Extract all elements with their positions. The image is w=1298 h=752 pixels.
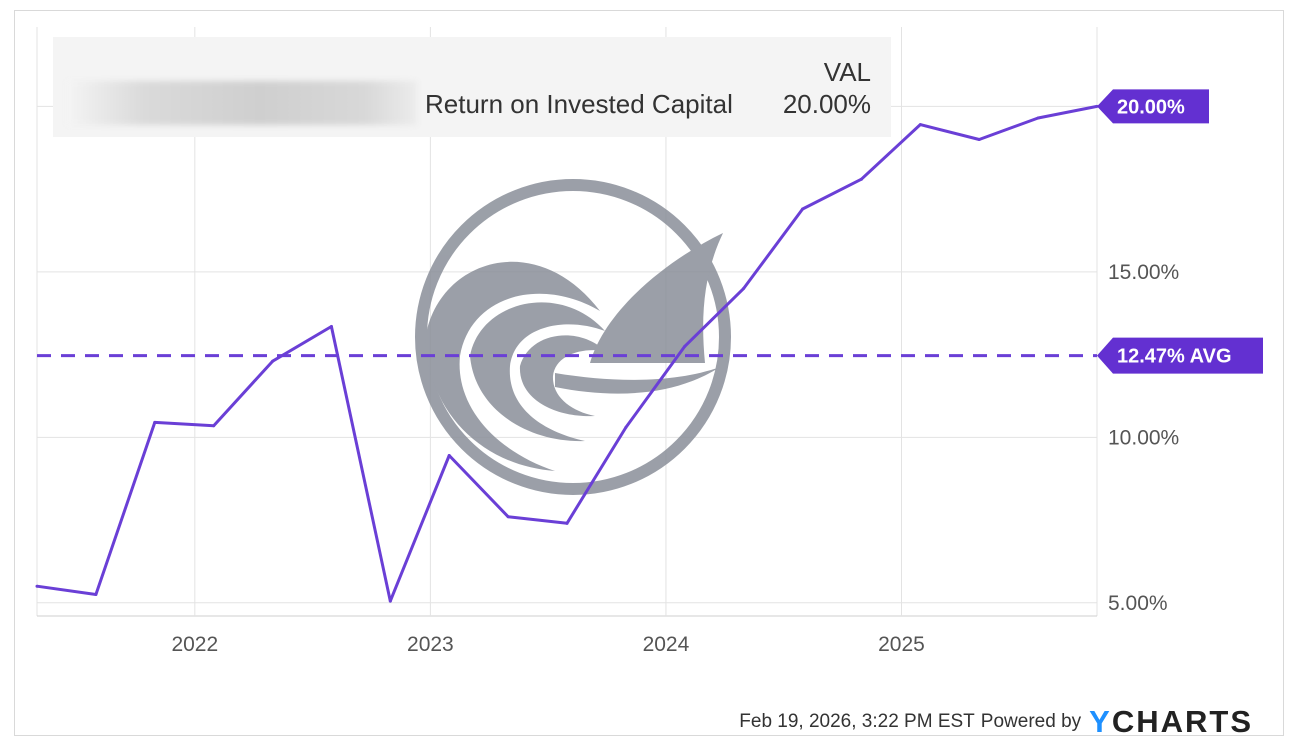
footer-timestamp: Feb 19, 2026, 3:22 PM EST	[739, 711, 975, 732]
data-point	[271, 359, 275, 363]
x-tick-label: 2022	[171, 633, 218, 656]
data-point	[742, 286, 746, 290]
legend-series-name: Return on Invested Capital	[425, 89, 733, 119]
average-label-text: 12.47% AVG	[1117, 346, 1232, 368]
footer: Feb 19, 2026, 3:22 PM EST Powered by YCH…	[739, 704, 1253, 740]
end-value-label: 20.00%	[1097, 89, 1209, 124]
redacted-ticker	[67, 81, 417, 125]
y-tick-label: 15.00%	[1108, 261, 1179, 284]
watermark-ring	[415, 179, 731, 495]
y-tick-label: 10.00%	[1108, 426, 1179, 449]
watermark-logo-icon	[415, 179, 731, 495]
x-tick-label: 2024	[643, 633, 690, 656]
y-tick-label: 5.00%	[1108, 592, 1168, 615]
data-point	[329, 324, 333, 328]
legend-series-value: 20.00%	[782, 89, 871, 119]
data-point	[918, 123, 922, 127]
x-tick-label: 2025	[878, 633, 925, 656]
end-value-label-bg	[1097, 89, 1209, 124]
data-point	[683, 344, 687, 348]
watermark-fin-base	[555, 367, 720, 394]
data-point	[801, 207, 805, 211]
data-point	[565, 521, 569, 525]
data-point	[94, 592, 98, 596]
data-point	[153, 420, 157, 424]
watermark-wave-outer	[425, 261, 600, 471]
data-point	[447, 454, 451, 458]
chart-frame: 2022 2023 2024 2025 5.00% 10.00% 15.00% 20.00% 1…	[14, 10, 1284, 739]
average-label: 12.47% AVG	[1097, 337, 1263, 374]
legend-box: Return on Invested Capital VAL 20.00%	[53, 37, 891, 137]
watermark-wave-middle	[470, 302, 605, 442]
watermark-fin	[590, 233, 723, 363]
footer-powered-by: Powered by	[980, 711, 1082, 732]
data-point	[35, 584, 39, 588]
average-label-bg	[1097, 337, 1263, 374]
legend-column-header: VAL	[823, 57, 871, 87]
data-point	[977, 138, 981, 142]
end-value-label-text: 20.00%	[1117, 96, 1185, 118]
chart-canvas: 2022 2023 2024 2025 5.00% 10.00% 15.00% 20.00% 1…	[35, 27, 1263, 656]
data-point	[212, 424, 216, 428]
data-point	[388, 599, 392, 603]
data-point	[859, 177, 863, 181]
ycharts-logo[interactable]: YCHARTS	[1089, 704, 1253, 740]
ycharts-logo-text: CHARTS	[1111, 704, 1253, 739]
data-point	[506, 515, 510, 519]
data-point	[624, 425, 628, 429]
x-tick-label: 2023	[407, 633, 454, 656]
ycharts-logo-y: Y	[1089, 704, 1112, 739]
data-point	[1036, 116, 1040, 120]
